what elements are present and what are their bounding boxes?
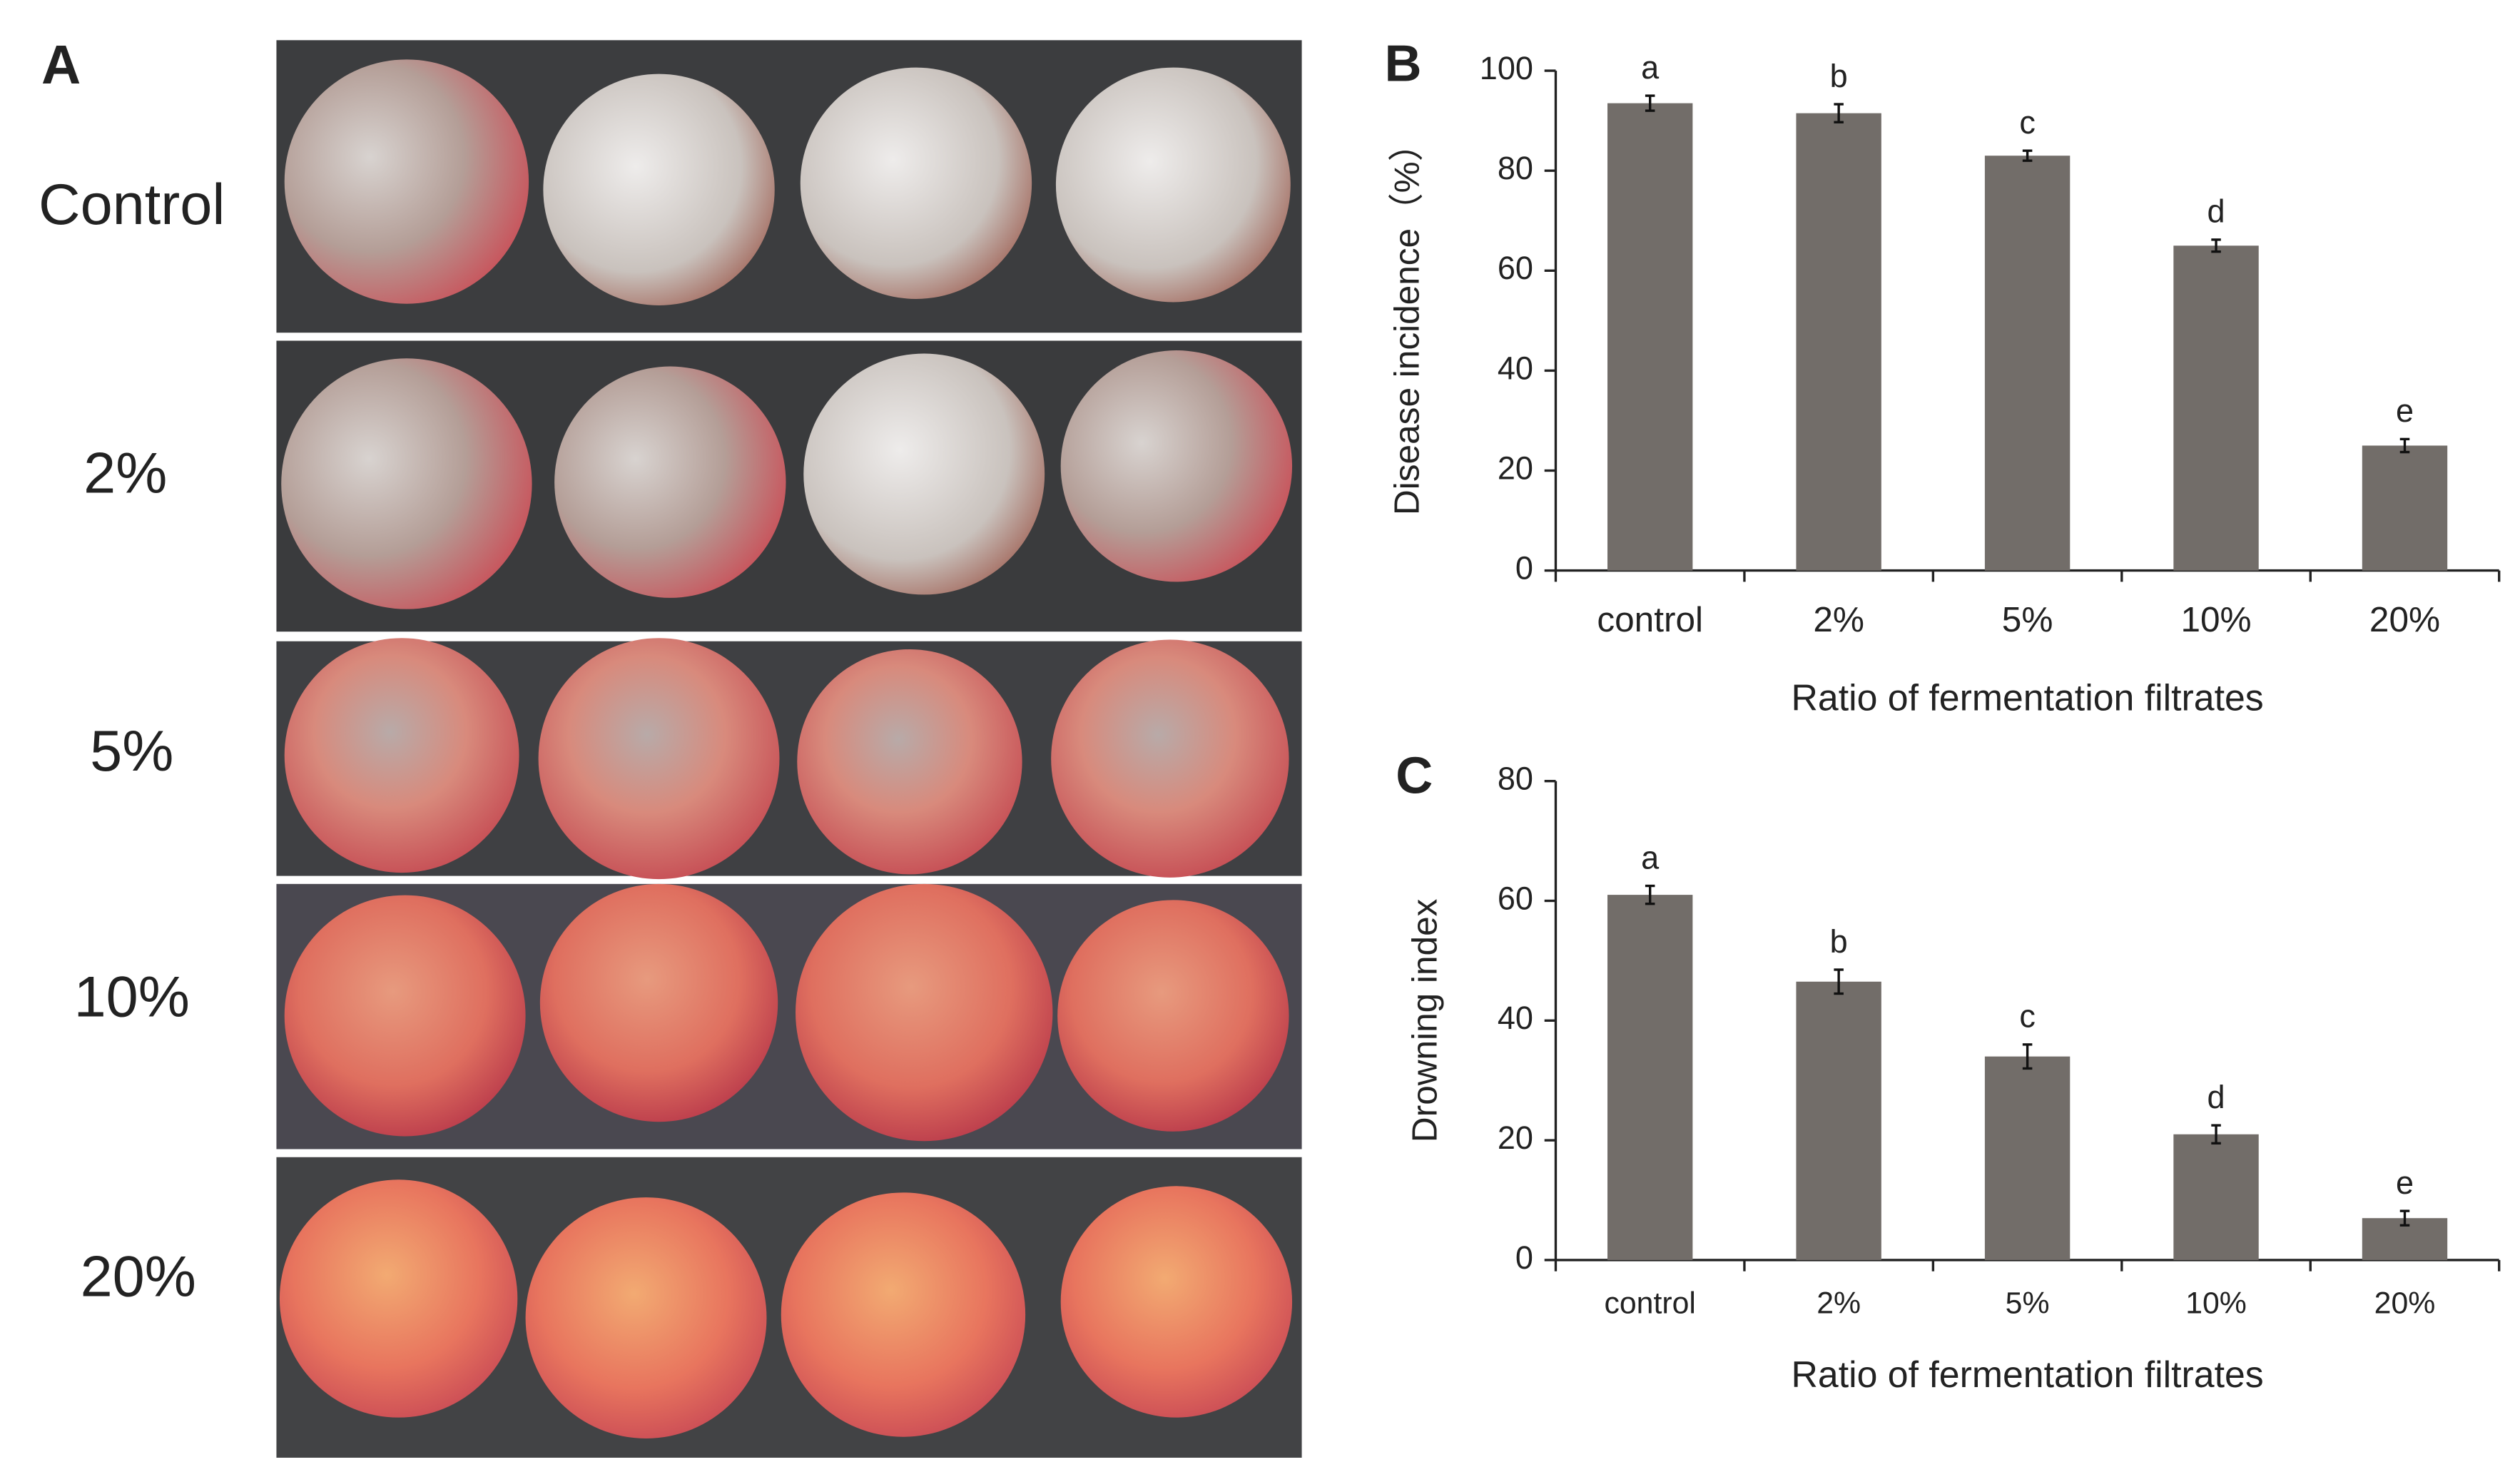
significance-letter: a [1641,49,1660,86]
panel-label: C [1396,747,1433,804]
row-label: 2% [83,441,167,505]
bar [1984,156,2071,571]
y-tick-label: 20 [1498,450,1533,486]
significance-letter: d [2207,1079,2225,1115]
x-tick-label: control [1604,1286,1695,1320]
y-tick-label: 40 [1498,1000,1533,1036]
bar [2362,445,2448,571]
significance-letter: d [2207,193,2225,230]
bar [2173,245,2259,571]
panel-label: B [1384,36,1421,93]
panel-label: A [41,35,81,96]
bar [1796,981,1881,1260]
row-label: 10% [74,965,190,1030]
bar [1796,113,1881,571]
y-tick-label: 0 [1515,1239,1533,1276]
x-tick-label: 10% [2185,1286,2247,1320]
photo-panel [276,40,1302,1458]
y-tick-label: 60 [1498,250,1533,286]
x-axis-label: Ratio of fermentation filtrates [1792,1354,2264,1395]
y-tick-label: 100 [1480,50,1533,86]
row-label: 20% [81,1245,196,1309]
significance-letter: a [1641,839,1660,875]
bar [1607,895,1693,1260]
bar [1607,103,1693,571]
significance-letter: e [2396,1164,2414,1201]
x-tick-label: 20% [2369,599,2440,639]
significance-letter: c [2019,104,2036,141]
significance-letter: e [2396,392,2414,429]
y-tick-label: 80 [1498,761,1533,797]
y-tick-label: 20 [1498,1120,1533,1156]
x-tick-label: 2% [1813,599,1864,639]
significance-letter: b [1830,58,1848,94]
x-tick-label: 5% [2002,599,2053,639]
x-tick-label: control [1597,599,1703,639]
x-tick-label: 5% [2006,1286,2050,1320]
row-label: 5% [90,719,173,783]
y-tick-label: 0 [1515,550,1533,587]
row-label: Control [39,173,225,237]
x-tick-label: 2% [1817,1286,1861,1320]
significance-letter: c [2019,998,2036,1035]
y-axis-label: Drowning index [1404,898,1444,1142]
x-tick-label: 20% [2374,1286,2436,1320]
significance-letter: b [1830,923,1848,960]
bar [1984,1056,2071,1260]
y-tick-label: 40 [1498,350,1533,386]
x-tick-label: 10% [2180,599,2251,639]
y-tick-label: 80 [1498,150,1533,186]
y-axis-label: Disease incidence（%） [1387,126,1427,515]
y-tick-label: 60 [1498,880,1533,916]
x-axis-label: Ratio of fermentation filtrates [1792,677,2264,719]
bar [2173,1134,2259,1260]
